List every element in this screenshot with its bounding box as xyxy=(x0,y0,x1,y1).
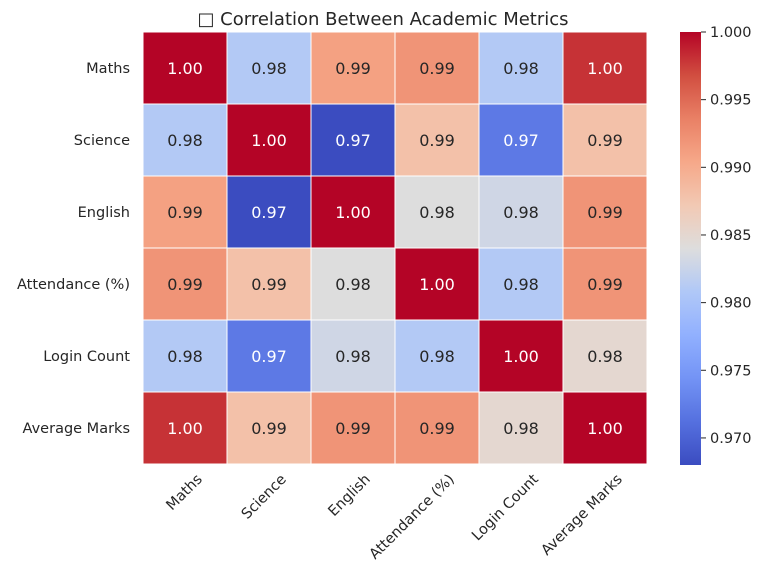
cell-annotation: 0.99 xyxy=(419,419,455,438)
chart-title: □ Correlation Between Academic Metrics xyxy=(197,9,568,30)
colorbar-tick-label: 0.980 xyxy=(710,296,752,312)
cell-annotation: 0.99 xyxy=(419,59,455,78)
cell-annotation: 0.98 xyxy=(419,347,455,366)
heatmap-cell xyxy=(394,175,480,249)
heatmap-cell xyxy=(310,319,396,393)
cell-annotation: 0.97 xyxy=(335,131,371,150)
heatmap-cell xyxy=(226,31,312,105)
x-tick-label: Maths xyxy=(164,472,206,514)
heatmap-cell xyxy=(478,391,564,465)
cell-annotation: 0.97 xyxy=(503,131,539,150)
colorbar-tick-label: 0.995 xyxy=(710,93,752,109)
cell-annotation: 0.98 xyxy=(167,131,203,150)
cell-annotation: 0.98 xyxy=(419,203,455,222)
cell-annotation: 0.99 xyxy=(251,275,287,294)
heatmap-cell xyxy=(226,247,312,321)
heatmap-cell xyxy=(562,103,648,177)
cell-annotation: 0.98 xyxy=(503,275,539,294)
heatmap-cell xyxy=(226,175,312,249)
cell-annotation: 0.99 xyxy=(167,275,203,294)
cell-annotation: 0.98 xyxy=(335,275,371,294)
x-tick-label: English xyxy=(325,472,373,520)
cell-annotation: 1.00 xyxy=(503,347,539,366)
cell-annotation: 1.00 xyxy=(587,419,623,438)
heatmap-cell xyxy=(310,247,396,321)
cell-annotation: 1.00 xyxy=(167,419,203,438)
cell-annotation: 0.98 xyxy=(503,203,539,222)
colorbar-tick-label: 0.970 xyxy=(710,431,752,447)
y-tick-label: Login Count xyxy=(43,349,130,365)
cell-annotation: 1.00 xyxy=(167,59,203,78)
cell-annotation: 0.98 xyxy=(251,59,287,78)
heatmap-cell xyxy=(562,175,648,249)
y-tick-label: English xyxy=(78,205,130,221)
y-tick-label: Maths xyxy=(86,61,130,77)
heatmap-cell xyxy=(478,319,564,393)
heatmap-cell xyxy=(478,175,564,249)
colorbar-tick-label: 1.000 xyxy=(710,25,752,41)
cell-annotation: 0.99 xyxy=(167,203,203,222)
heatmap-cell xyxy=(142,247,228,321)
colorbar xyxy=(680,32,701,465)
cell-annotation: 1.00 xyxy=(251,131,287,150)
cell-annotation: 0.98 xyxy=(503,419,539,438)
cell-annotation: 0.99 xyxy=(587,131,623,150)
heatmap-cell xyxy=(142,319,228,393)
x-tick-label: Login Count xyxy=(469,471,542,544)
cell-annotation: 0.98 xyxy=(167,347,203,366)
x-tick-label: Attendance (%) xyxy=(367,472,458,563)
heatmap-cell xyxy=(562,31,648,105)
cell-annotation: 1.00 xyxy=(419,275,455,294)
heatmap-cell xyxy=(478,247,564,321)
heatmap-cell xyxy=(394,103,480,177)
cell-annotation: 0.99 xyxy=(587,275,623,294)
cell-annotation: 0.98 xyxy=(335,347,371,366)
cell-annotation: 1.00 xyxy=(587,59,623,78)
y-tick-label: Attendance (%) xyxy=(17,277,130,293)
colorbar-tick-label: 0.990 xyxy=(710,160,752,176)
cell-annotation: 0.99 xyxy=(335,419,371,438)
x-tick-label: Science xyxy=(239,471,290,522)
cell-annotation: 0.99 xyxy=(587,203,623,222)
cell-annotation: 0.99 xyxy=(251,419,287,438)
heatmap-cell xyxy=(394,31,480,105)
heatmap-cell xyxy=(142,31,228,105)
heatmap-cell xyxy=(562,247,648,321)
cell-annotation: 0.97 xyxy=(251,347,287,366)
cell-annotation: 0.99 xyxy=(335,59,371,78)
heatmap-cell xyxy=(562,319,648,393)
heatmap-cell xyxy=(310,31,396,105)
cell-annotation: 0.98 xyxy=(587,347,623,366)
cell-annotation: 0.98 xyxy=(503,59,539,78)
heatmap-cell xyxy=(478,31,564,105)
y-tick-label: Average Marks xyxy=(23,421,130,437)
heatmap-cell xyxy=(142,391,228,465)
heatmap-cell xyxy=(142,175,228,249)
colorbar-tick-label: 0.975 xyxy=(710,363,752,379)
colorbar-tick-label: 0.985 xyxy=(710,228,752,244)
cell-annotation: 1.00 xyxy=(335,203,371,222)
heatmap-cell xyxy=(394,247,480,321)
cell-annotation: 0.97 xyxy=(251,203,287,222)
heatmap-cell xyxy=(226,103,312,177)
heatmap-cell xyxy=(394,319,480,393)
heatmap-cell xyxy=(562,391,648,465)
cell-annotation: 0.99 xyxy=(419,131,455,150)
heatmap-cell xyxy=(394,391,480,465)
x-tick-label: Average Marks xyxy=(539,472,626,559)
y-tick-label: Science xyxy=(74,133,130,149)
